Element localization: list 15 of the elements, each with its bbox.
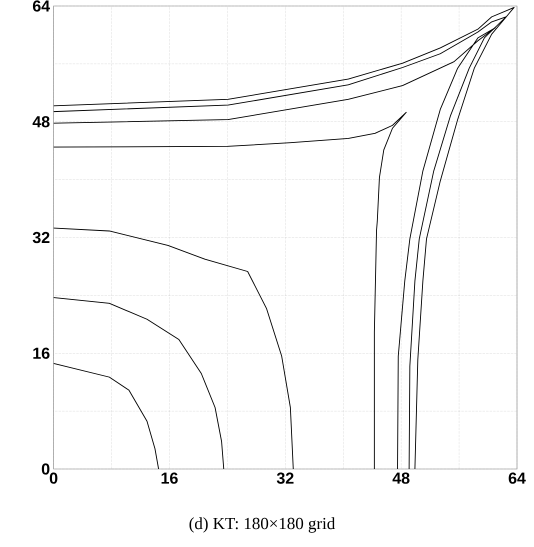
line-series [54, 112, 407, 469]
y-tick-label: 0 [42, 463, 50, 475]
text: (d) KT: 180×180 grid [189, 517, 336, 533]
line-series [54, 228, 294, 469]
y-tick-label: 16 [33, 348, 50, 359]
x-tick-label: 48 [392, 472, 410, 484]
line-series [54, 362, 160, 469]
y-tick-label: 48 [32, 116, 50, 128]
x-tick-label: 16 [162, 472, 178, 484]
y-tick-label: 64 [32, 0, 50, 12]
x-tick-label: 0 [50, 472, 58, 484]
x-tick-label: 32 [276, 472, 294, 484]
line-series [54, 297, 224, 469]
x-tick-label: 64 [508, 472, 526, 484]
y-tick-label: 32 [32, 232, 50, 244]
